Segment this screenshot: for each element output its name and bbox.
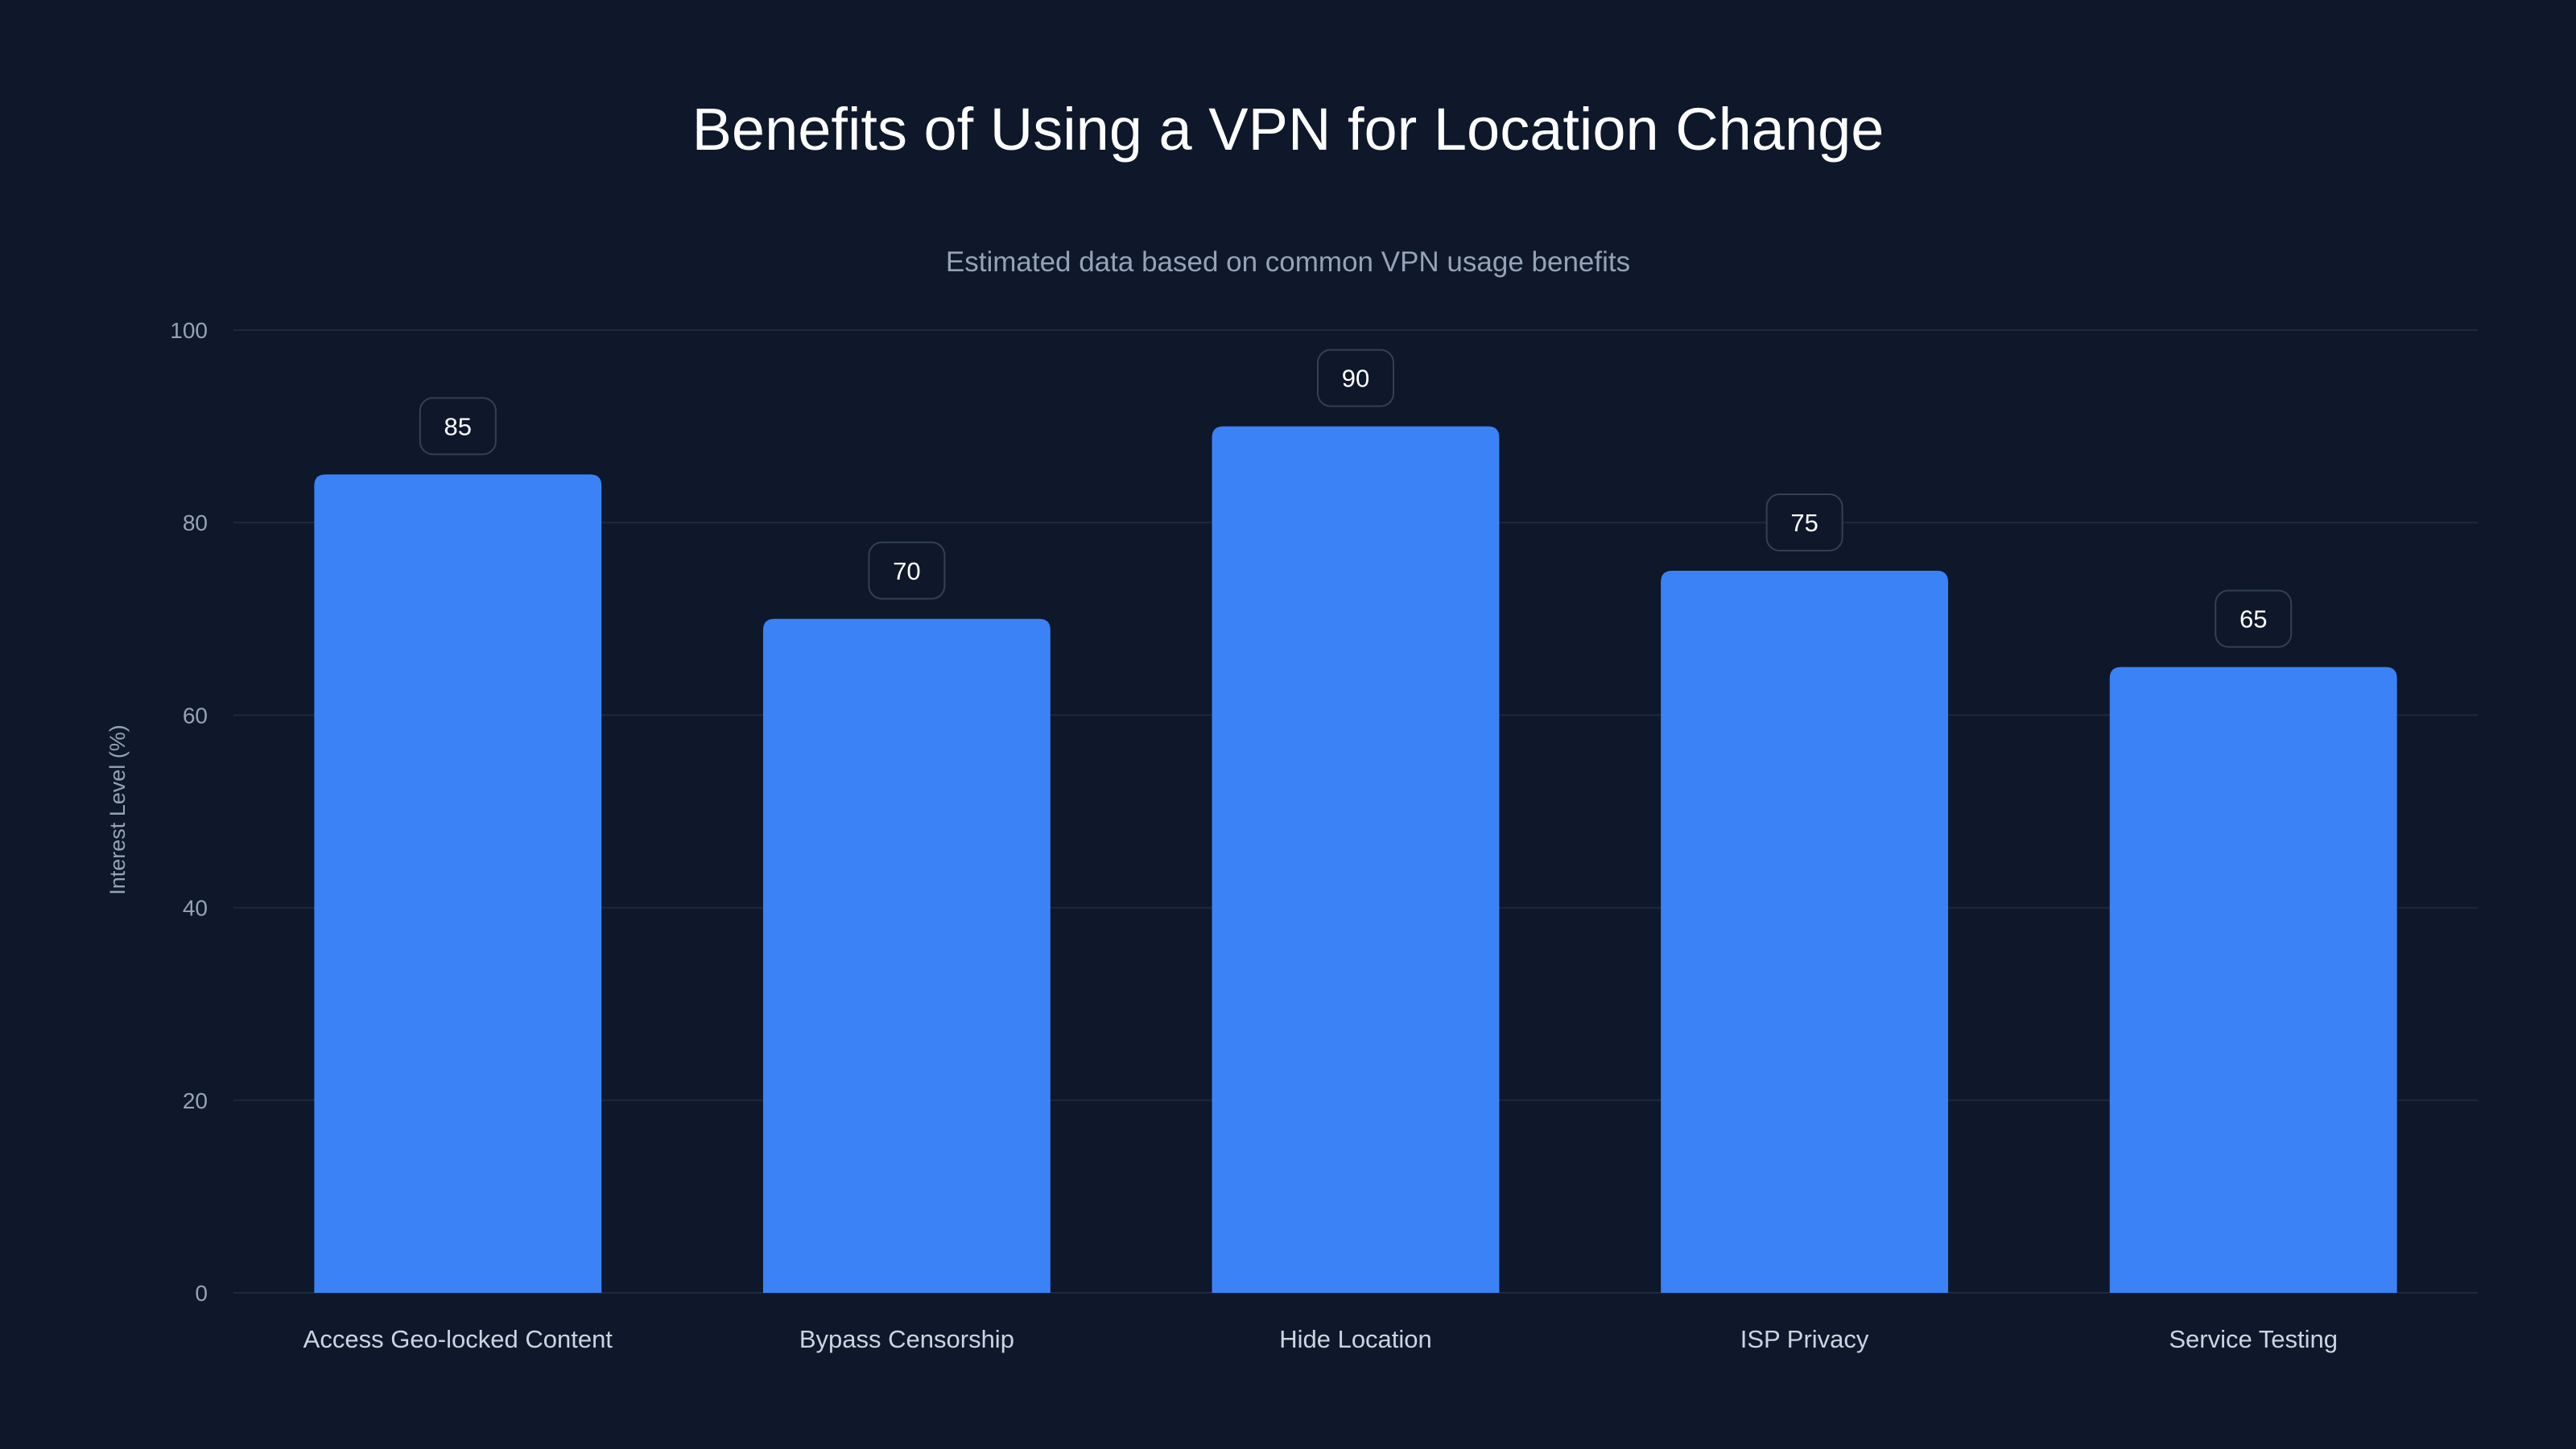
y-tick-label: 80 xyxy=(183,510,208,535)
x-tick-label: Bypass Censorship xyxy=(799,1325,1014,1353)
bar xyxy=(314,474,602,1293)
bar xyxy=(1661,571,1949,1293)
data-label: 65 xyxy=(2240,605,2267,634)
data-label-box xyxy=(419,397,497,456)
x-tick-label: Access Geo-locked Content xyxy=(303,1325,613,1353)
bar xyxy=(1212,426,1500,1293)
bar xyxy=(762,618,1051,1293)
y-tick-label: 40 xyxy=(183,896,208,921)
bar xyxy=(2109,667,2397,1293)
data-label: 90 xyxy=(1342,365,1369,393)
data-label: 75 xyxy=(1790,509,1818,537)
y-tick-label: 0 xyxy=(195,1281,208,1306)
x-tick-label: ISP Privacy xyxy=(1740,1325,1869,1353)
y-axis-title: Interest Level (%) xyxy=(105,724,130,895)
data-label: 85 xyxy=(444,412,472,440)
data-label-box xyxy=(1317,349,1394,407)
chart-subtitle: Estimated data based on common VPN usage… xyxy=(945,246,1631,278)
x-tick-label: Hide Location xyxy=(1279,1325,1432,1353)
data-label-box xyxy=(868,541,946,600)
data-label-box xyxy=(2215,589,2293,648)
y-tick-label: 20 xyxy=(183,1088,208,1113)
data-label-box xyxy=(1765,493,1843,551)
x-tick-label: Service Testing xyxy=(2169,1325,2338,1353)
chart-title: Benefits of Using a VPN for Location Cha… xyxy=(691,96,1885,163)
y-tick-label: 60 xyxy=(183,703,208,728)
data-label: 70 xyxy=(893,557,920,585)
y-tick-label: 100 xyxy=(170,318,208,343)
